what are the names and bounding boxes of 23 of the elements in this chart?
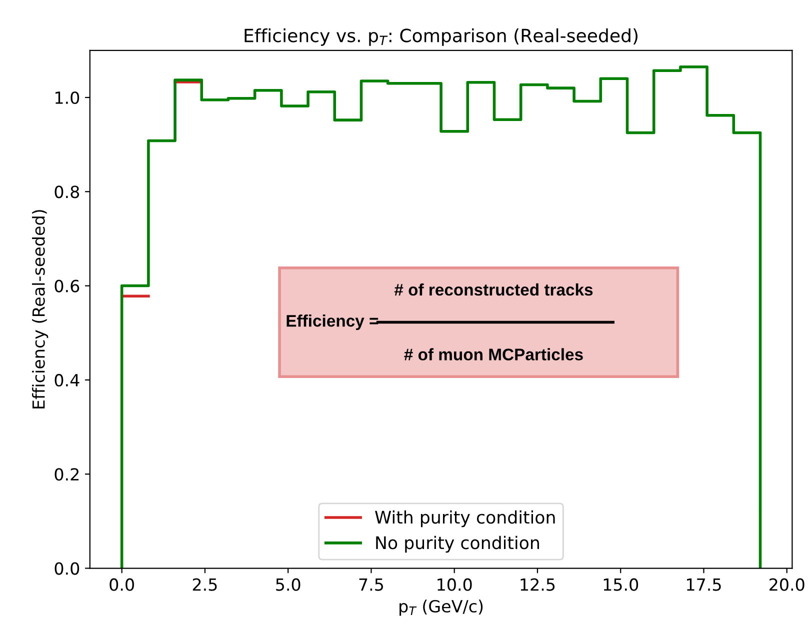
x-tick-label: 2.5 bbox=[192, 578, 217, 591]
legend-label: With purity condition bbox=[375, 510, 555, 528]
x-tick-label: 10.0 bbox=[438, 578, 472, 591]
y-tick-label: 0.8 bbox=[54, 186, 80, 198]
annotation: Efficiency = bbox=[286, 314, 378, 330]
x-tick-label: 15.0 bbox=[604, 578, 638, 591]
x-tick-label: 12.5 bbox=[520, 578, 555, 591]
annotation: # of reconstructed tracks bbox=[394, 283, 593, 296]
x-tick-label: 7.5 bbox=[359, 578, 384, 591]
y-tick-label: 0.0 bbox=[54, 562, 80, 575]
y-tick-label: 0.4 bbox=[54, 374, 80, 387]
x-axis-title: p$_{T}$ (GeV/c) bbox=[400, 600, 483, 616]
annotation: # of muon MCParticles bbox=[404, 348, 583, 360]
chart-title: Efficiency vs. p$_{T}$: Comparison (Real-seeded) bbox=[244, 28, 638, 46]
y-tick-label: 0.6 bbox=[54, 280, 80, 292]
legend-label: No purity condition bbox=[376, 536, 539, 553]
y-axis-title: Efficiency (Real-seeded) bbox=[32, 210, 48, 408]
x-tick-label: 20.0 bbox=[770, 578, 804, 591]
y-tick-label: 0.2 bbox=[54, 468, 79, 481]
x-tick-label: 5.0 bbox=[276, 578, 300, 591]
x-tick-label: 17.5 bbox=[687, 578, 721, 591]
x-tick-label: 0.0 bbox=[110, 578, 134, 591]
y-tick-label: 1.0 bbox=[56, 91, 80, 104]
